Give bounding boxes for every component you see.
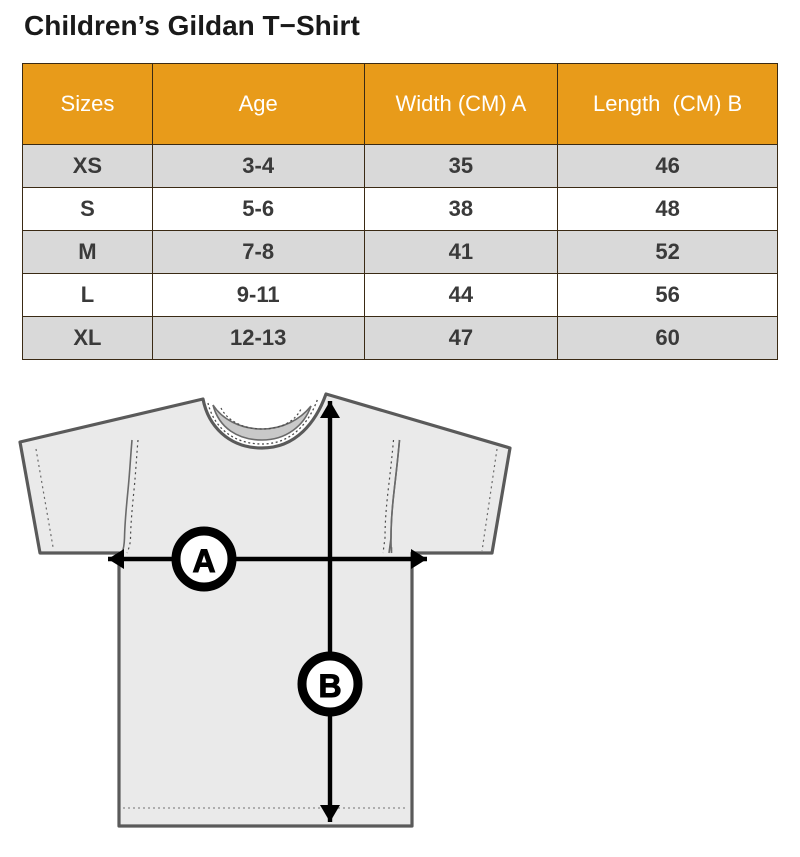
svg-text:B: B xyxy=(318,668,341,704)
svg-text:A: A xyxy=(192,543,215,579)
